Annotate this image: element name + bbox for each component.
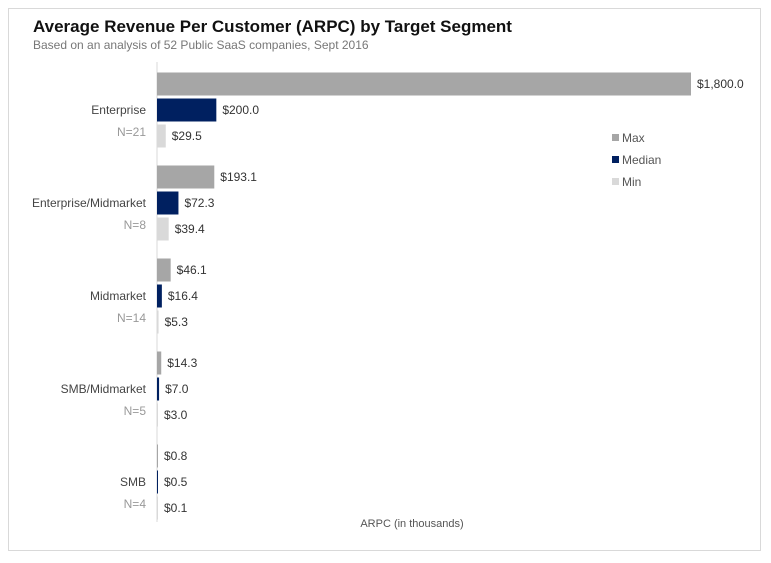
bar-min <box>157 217 169 241</box>
data-label: $200.0 <box>222 103 259 117</box>
category-count: N=4 <box>124 497 147 511</box>
bar-min <box>157 124 166 148</box>
data-label: $193.1 <box>220 170 257 184</box>
category-count: N=5 <box>124 404 147 418</box>
legend-label: Median <box>622 153 661 167</box>
data-label: $0.5 <box>164 475 188 489</box>
chart-title: Average Revenue Per Customer (ARPC) by T… <box>33 17 512 36</box>
category-label: Enterprise/Midmarket <box>32 196 147 210</box>
data-label: $7.0 <box>165 382 189 396</box>
category-count: N=14 <box>117 311 146 325</box>
legend-swatch-median <box>612 156 619 163</box>
legend-swatch-min <box>612 178 619 185</box>
bar-median <box>157 470 158 494</box>
legend-label: Max <box>622 131 645 145</box>
chart-frame <box>8 8 761 551</box>
data-label: $16.4 <box>168 289 198 303</box>
legend-swatch-max <box>612 134 619 141</box>
bar-median <box>157 377 160 401</box>
bar-min <box>157 310 159 334</box>
data-label: $46.1 <box>177 263 207 277</box>
bar-max <box>157 444 158 468</box>
data-label: $29.5 <box>172 129 202 143</box>
bar-max <box>157 258 171 282</box>
legend-label: Min <box>622 175 641 189</box>
category-label: Enterprise <box>91 103 146 117</box>
category-count: N=8 <box>124 218 147 232</box>
data-label: $3.0 <box>164 408 188 422</box>
category-label: SMB <box>120 475 146 489</box>
bar-max <box>157 165 215 189</box>
bar-median <box>157 98 217 122</box>
category-label: SMB/Midmarket <box>61 382 147 396</box>
category-label: Midmarket <box>90 289 147 303</box>
data-label: $72.3 <box>184 196 214 210</box>
bar-min <box>157 403 158 427</box>
chart-subtitle: Based on an analysis of 52 Public SaaS c… <box>33 38 369 52</box>
x-axis-label: ARPC (in thousands) <box>360 518 463 530</box>
bar-min <box>157 496 158 520</box>
data-label: $39.4 <box>175 222 205 236</box>
bar-max <box>157 72 691 96</box>
bar-median <box>157 191 179 215</box>
data-label: $14.3 <box>167 356 197 370</box>
data-label: $5.3 <box>165 315 189 329</box>
bar-median <box>157 284 162 308</box>
data-label: $0.8 <box>164 449 188 463</box>
bar-max <box>157 351 162 375</box>
category-count: N=21 <box>117 125 146 139</box>
data-label: $1,800.0 <box>697 77 744 91</box>
data-label: $0.1 <box>164 501 188 515</box>
